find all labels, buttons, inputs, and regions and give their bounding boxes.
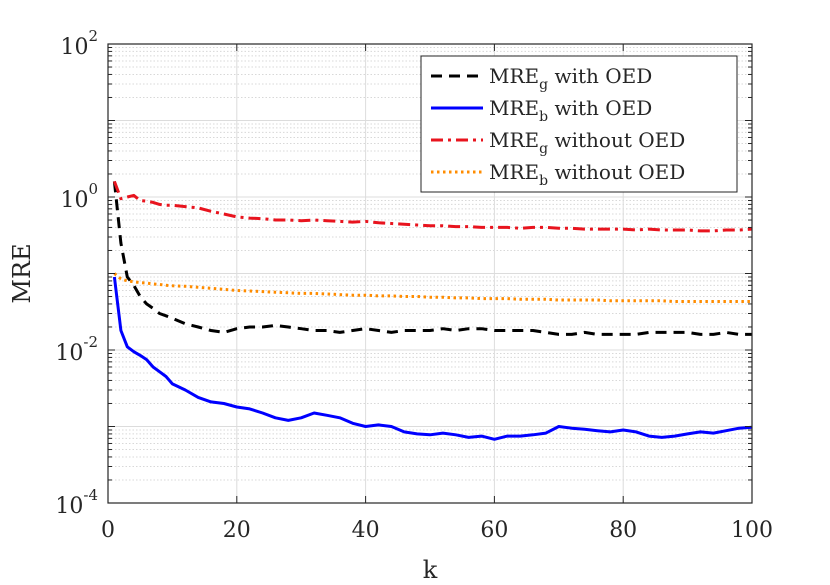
x-tick-label: 0 (101, 518, 115, 543)
legend-label-3: MREg without OED (489, 128, 685, 157)
legend-box (420, 55, 738, 193)
y-tick-label: 100 (60, 180, 98, 213)
legend-label-4: MREb without OED (489, 160, 685, 189)
legend-label-main: MRE (489, 128, 539, 152)
x-tick-label: 80 (609, 518, 637, 543)
x-tick-label: 20 (223, 518, 251, 543)
legend-label-rest: with OED (548, 96, 652, 120)
series-line-3 (112, 180, 753, 233)
y-tick-exponent: -4 (83, 486, 98, 504)
legend-label-1: MREg with OED (489, 64, 652, 93)
series-layer (112, 180, 753, 441)
x-tick-labels: 0 20 40 60 80 100 (101, 518, 773, 543)
y-tick-exponent: 0 (88, 180, 98, 198)
y-tick-base: 10 (60, 35, 88, 60)
legend-label-subscript: g (539, 77, 548, 93)
x-axis-label: k (423, 556, 438, 584)
y-tick-base: 10 (55, 341, 83, 366)
x-tick-label: 40 (352, 518, 380, 543)
legend-label-main: MRE (489, 96, 539, 120)
y-tick-label: 102 (60, 27, 98, 60)
legend-label-subscript: g (539, 141, 548, 157)
x-tick-label: 100 (731, 518, 773, 543)
axis-ticks (107, 43, 753, 504)
y-tick-base: 10 (60, 188, 88, 213)
legend-label-subscript: b (539, 173, 548, 189)
y-tick-base: 10 (55, 494, 83, 519)
y-tick-exponent: -2 (83, 333, 98, 351)
legend-label-subscript: b (539, 109, 548, 125)
series-line-4 (113, 272, 752, 303)
legend-label-main: MRE (489, 64, 539, 88)
legend-label-2: MREb with OED (489, 96, 652, 125)
legend-label-rest: without OED (548, 160, 685, 184)
legend-label-main: MRE (489, 160, 539, 184)
legend-label-rest: with OED (548, 64, 652, 88)
y-axis-label: MRE (8, 243, 36, 303)
series-line-2 (112, 276, 753, 441)
legend-label-rest: without OED (548, 128, 685, 152)
y-tick-exponent: 2 (88, 27, 98, 45)
y-tick-label: 10-4 (55, 486, 98, 519)
x-tick-label: 60 (480, 518, 508, 543)
y-tick-label: 10-2 (55, 333, 98, 366)
